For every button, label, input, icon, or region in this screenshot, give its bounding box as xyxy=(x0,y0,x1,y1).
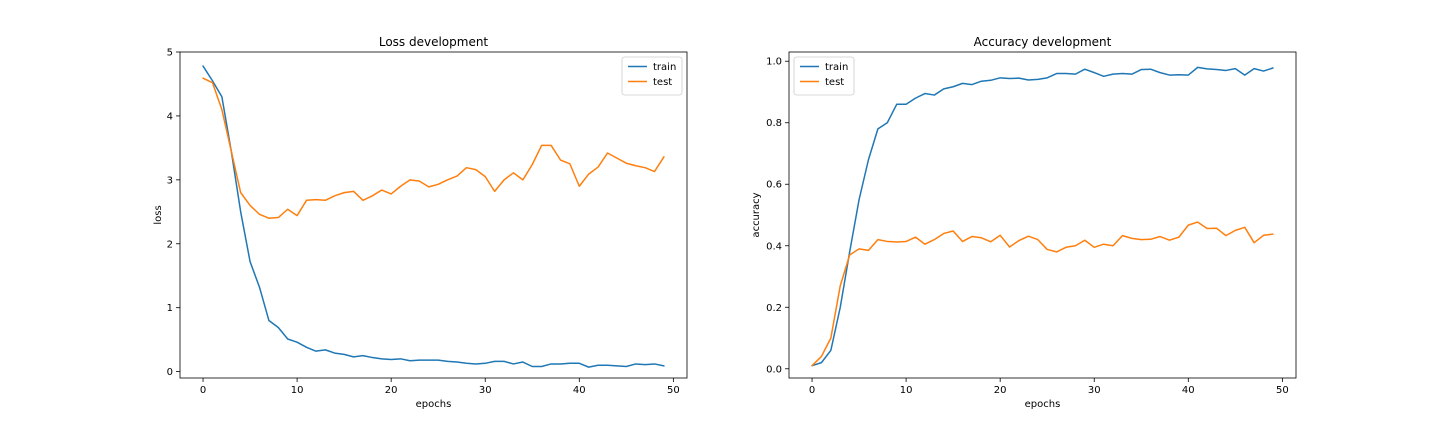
loss-x-tick-label: 30 xyxy=(479,385,492,396)
accuracy-y-tick-label: 0.8 xyxy=(766,118,782,129)
loss-y-axis-label: loss xyxy=(153,205,164,224)
loss-series xyxy=(202,65,665,368)
loss-series-train-line xyxy=(202,65,665,368)
accuracy-series xyxy=(811,66,1274,367)
accuracy-y-ticks: 0.0 0.2 0.4 0.6 0.8 1.0 xyxy=(766,57,789,375)
loss-x-ticks: 0 10 20 30 40 50 xyxy=(200,378,680,396)
accuracy-series-test-line xyxy=(811,221,1274,367)
accuracy-x-tick-label: 0 xyxy=(809,385,815,396)
loss-legend-test-label: test xyxy=(653,77,672,88)
loss-x-tick-label: 10 xyxy=(291,385,304,396)
accuracy-series-train-line xyxy=(811,66,1274,367)
accuracy-chart: Accuracy development 0 10 20 30 40 50 0.00.20… xyxy=(751,35,1297,410)
accuracy-x-ticks: 0 10 20 30 40 50 xyxy=(809,378,1289,396)
loss-y-tick-label: 1 xyxy=(167,303,173,314)
loss-series-test-line xyxy=(202,77,665,219)
loss-x-axis-label: epochs xyxy=(416,399,452,410)
loss-x-tick-label: 40 xyxy=(573,385,586,396)
loss-plot-frame xyxy=(179,51,688,379)
accuracy-x-tick-label: 40 xyxy=(1182,385,1195,396)
accuracy-chart-title: Accuracy development xyxy=(974,35,1112,49)
loss-y-tick-label: 2 xyxy=(167,239,173,250)
loss-y-ticks: 0 1 2 3 4 5 xyxy=(167,48,180,378)
loss-legend: train test xyxy=(621,56,683,96)
accuracy-x-tick-label: 10 xyxy=(900,385,913,396)
loss-chart: Loss development 0 10 20 30 40 50 0 1 2 3 4 5 epoc… xyxy=(153,35,688,410)
loss-y-tick-label: 0 xyxy=(167,367,173,378)
loss-y-tick-label: 3 xyxy=(167,175,173,186)
accuracy-y-axis-label: accuracy xyxy=(751,192,762,237)
accuracy-plot-frame xyxy=(788,51,1297,379)
loss-y-tick-label: 5 xyxy=(167,48,173,59)
loss-x-tick-label: 0 xyxy=(200,385,206,396)
accuracy-legend-train-label: train xyxy=(825,62,848,73)
accuracy-x-tick-label: 30 xyxy=(1088,385,1101,396)
accuracy-y-tick-label: 0.6 xyxy=(766,180,782,191)
accuracy-legend-test-label: test xyxy=(825,77,844,88)
accuracy-x-tick-label: 50 xyxy=(1276,385,1289,396)
loss-x-tick-label: 50 xyxy=(667,385,680,396)
accuracy-legend: train test xyxy=(793,56,855,96)
loss-legend-train-label: train xyxy=(653,62,676,73)
accuracy-y-tick-label: 1.0 xyxy=(766,57,782,68)
accuracy-x-axis-label: epochs xyxy=(1025,399,1061,410)
loss-y-tick-label: 4 xyxy=(167,111,173,122)
accuracy-y-tick-label: 0.0 xyxy=(766,364,782,375)
loss-chart-title: Loss development xyxy=(379,35,489,49)
loss-x-tick-label: 20 xyxy=(385,385,398,396)
accuracy-y-tick-label: 0.2 xyxy=(766,303,782,314)
accuracy-y-tick-label: 0.4 xyxy=(766,241,782,252)
accuracy-x-tick-label: 20 xyxy=(994,385,1007,396)
